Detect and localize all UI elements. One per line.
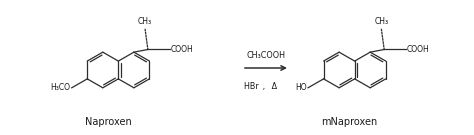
- Text: CH₃: CH₃: [138, 17, 152, 26]
- Text: COOH: COOH: [171, 45, 193, 54]
- Text: CH₃COOH: CH₃COOH: [246, 51, 285, 60]
- Text: H₃CO: H₃CO: [51, 83, 71, 92]
- Text: mNaproxen: mNaproxen: [321, 117, 378, 127]
- Text: Naproxen: Naproxen: [85, 117, 132, 127]
- Text: HO: HO: [295, 83, 307, 92]
- Text: HBr ,  Δ: HBr , Δ: [244, 82, 277, 91]
- Text: COOH: COOH: [407, 45, 430, 54]
- Text: CH₃: CH₃: [374, 17, 388, 26]
